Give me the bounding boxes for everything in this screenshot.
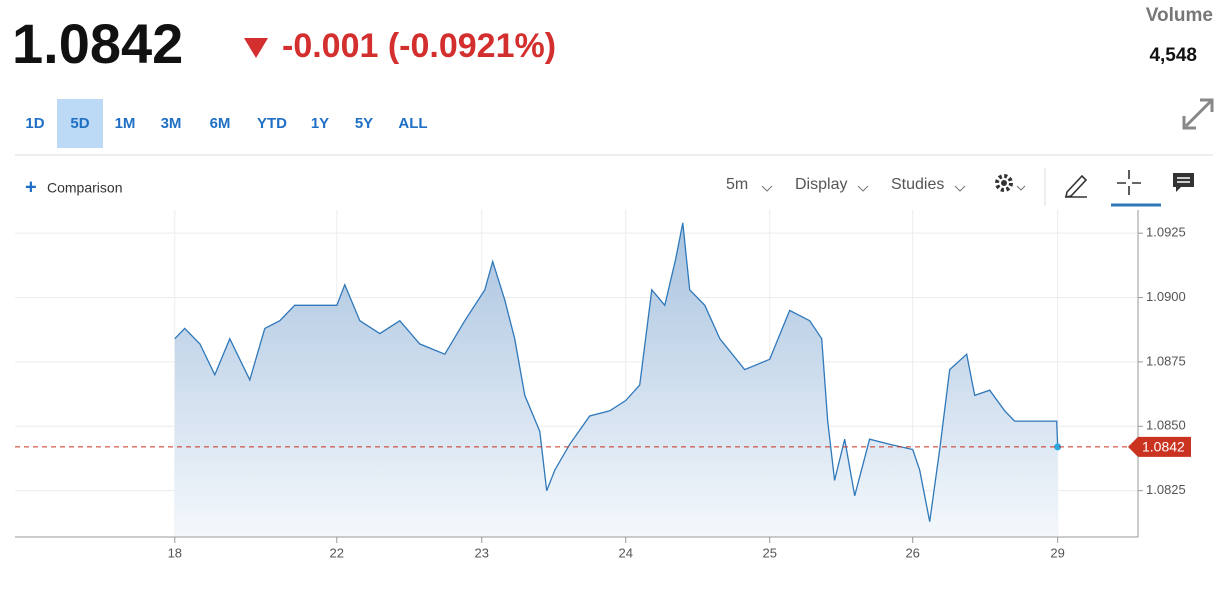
y-tick-label: 1.0900 xyxy=(1146,289,1186,304)
comment-lines xyxy=(1177,177,1190,183)
settings-icon[interactable] xyxy=(995,174,1026,192)
last-price-label: 1.0842 xyxy=(1142,439,1185,455)
chevron xyxy=(954,185,966,192)
plot: 1.0825 1.0850 1.0875 1.0900 1.0925 18 22 23 24 25… xyxy=(15,210,1191,560)
x-tick-label: 25 xyxy=(762,545,776,560)
range-button[interactable]: YTD xyxy=(257,115,287,132)
display-button[interactable]: Display xyxy=(795,176,847,193)
y-tick-label: 1.0825 xyxy=(1146,482,1186,497)
studies-button[interactable]: Studies xyxy=(891,176,944,193)
range-button[interactable]: 3M xyxy=(161,115,182,132)
comparison-button[interactable]: Comparison xyxy=(47,180,122,196)
chevron xyxy=(761,185,773,192)
last-point xyxy=(1054,443,1062,451)
range-button[interactable]: 1M xyxy=(115,115,136,132)
x-tick-label: 23 xyxy=(475,545,489,560)
price-change: -0.001 (-0.0921%) xyxy=(282,27,556,65)
range-button[interactable]: 5Y xyxy=(355,115,373,132)
volume-value: 4,548 xyxy=(1149,45,1197,66)
area-fill xyxy=(174,222,1058,537)
range-button[interactable]: 1D xyxy=(25,115,44,132)
chevron xyxy=(857,185,869,192)
range-button[interactable]: ALL xyxy=(398,115,427,132)
x-tick-label: 29 xyxy=(1050,545,1064,560)
y-tick-label: 1.0925 xyxy=(1146,225,1186,240)
interval-button[interactable]: 5m xyxy=(726,176,748,193)
range-selected-bg xyxy=(57,99,103,148)
range-button[interactable]: 1Y xyxy=(311,115,329,132)
range-buttons: 1D 5D 1M 3M 6M YTD 1Y 5Y ALL xyxy=(25,99,428,148)
x-tick-label: 22 xyxy=(330,545,344,560)
range-button[interactable]: 6M xyxy=(210,115,231,132)
x-tick-label: 18 xyxy=(168,545,182,560)
expand-icon[interactable] xyxy=(1182,98,1214,130)
price-line xyxy=(174,222,1059,522)
y-tick-label: 1.0875 xyxy=(1146,353,1186,368)
crosshair-icon[interactable] xyxy=(1117,170,1141,195)
plus-icon[interactable]: + xyxy=(25,176,37,198)
x-tick-label: 24 xyxy=(619,545,633,560)
y-tick-label: 1.0850 xyxy=(1146,418,1186,433)
last-price-tag xyxy=(1128,436,1191,457)
range-button[interactable]: 5D xyxy=(70,115,89,132)
price: 1.0842 xyxy=(12,12,183,75)
volume-label: Volume xyxy=(1146,5,1213,26)
draw-icon[interactable] xyxy=(1064,174,1088,199)
x-tick-label: 26 xyxy=(905,545,919,560)
down-arrow xyxy=(244,38,268,58)
